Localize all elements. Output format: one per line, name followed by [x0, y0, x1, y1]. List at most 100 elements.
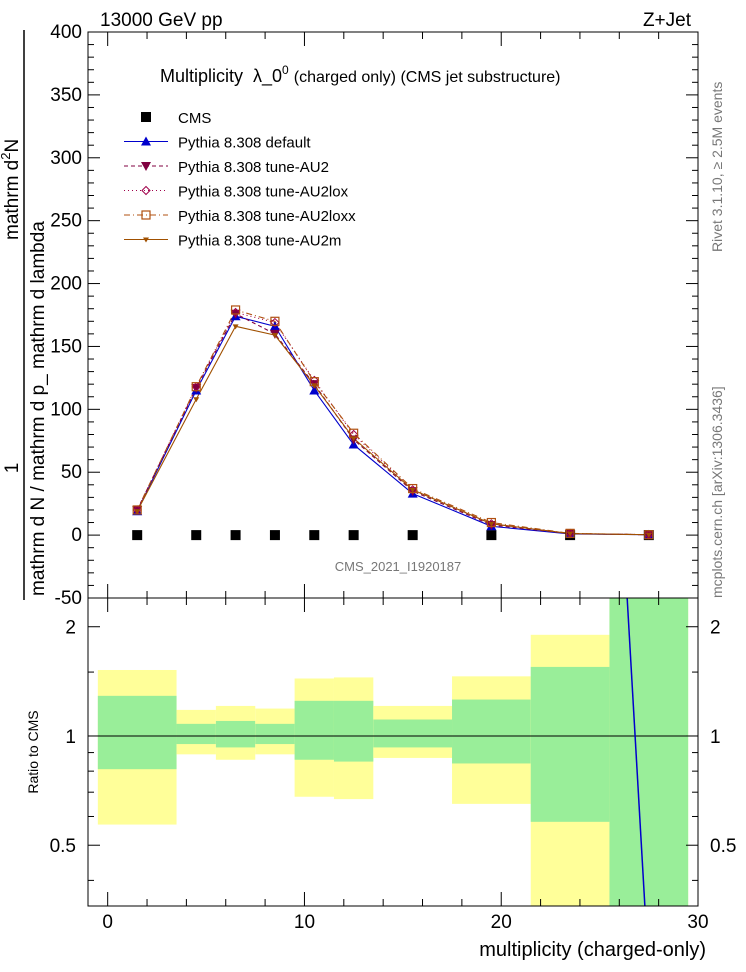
series-line — [136, 312, 649, 536]
series-point — [486, 519, 497, 529]
main-y-tick-label: 200 — [50, 274, 82, 295]
ratio-band-1sigma — [176, 723, 216, 745]
legend-label: Pythia 8.308 default — [178, 135, 311, 152]
y-label-top: mathrm d2N — [0, 139, 23, 240]
series-point — [488, 521, 495, 527]
chart-title-symbol: λ_0 — [253, 66, 282, 87]
ratio-x-ticks: 0 10 20 30 — [102, 598, 709, 933]
chart-title: Multiplicity λ_00 (charged only) (CMS jet … — [160, 63, 561, 87]
series-point — [232, 324, 239, 330]
legend-label: Pythia 8.308 tune-AU2m — [178, 233, 341, 250]
legend-label: Pythia 8.308 tune-AU2 — [178, 159, 329, 176]
data-point — [269, 530, 280, 541]
data-point — [407, 530, 418, 541]
series-point — [193, 397, 200, 403]
legend-marker — [141, 162, 151, 171]
series-point — [350, 436, 357, 442]
legend-label: Pythia 8.308 tune-AU2loxx — [178, 208, 356, 225]
main-y-tick-label: 150 — [50, 336, 82, 357]
data-point — [309, 530, 320, 541]
y-label-top-sup: 2 — [0, 153, 13, 160]
main-panel: -50 0 50 100 150 200 250 300 350 400 Multiplicity… — [0, 22, 699, 609]
analysis-watermark: CMS_2021_I1920187 — [335, 559, 462, 574]
series-point — [407, 485, 418, 495]
ratio-band-1sigma — [294, 700, 334, 760]
rivet-label-prefix: Rivet 3.1.10, — [709, 170, 725, 253]
ratio-y-tick-label-right: 2 — [710, 618, 721, 639]
legend-marker — [141, 210, 151, 220]
y-label-top-main: mathrm d — [2, 160, 23, 240]
ratio-band-1sigma — [609, 598, 689, 906]
series-point — [311, 383, 318, 389]
rivet-label-suffix: ≥ 2.5M events — [709, 82, 725, 170]
main-y-tick-label: 400 — [50, 22, 82, 43]
main-y-ticks: -50 0 50 100 150 200 250 300 350 400 — [50, 22, 698, 609]
header-left: 13000 GeV pp — [100, 10, 223, 31]
ratio-band-1sigma — [255, 723, 295, 745]
ratio-band-1sigma — [333, 700, 374, 762]
main-y-tick-label: 350 — [50, 85, 82, 106]
main-y-tick-label: 0 — [71, 525, 82, 546]
main-y-tick-label: 50 — [61, 462, 82, 483]
legend-label: Pythia 8.308 tune-AU2lox — [178, 184, 349, 201]
legend-label: CMS — [178, 110, 211, 127]
main-y-tick-label: -50 — [55, 588, 82, 609]
main-y-tick-label: 300 — [50, 148, 82, 169]
ratio-steep-line — [626, 597, 646, 907]
ratio-x-tick-label: 0 — [102, 912, 113, 933]
series-line — [136, 325, 649, 536]
series-point — [230, 307, 241, 318]
ratio-band-1sigma — [215, 720, 256, 748]
y-label-denominator: mathrm d N / mathrm d p_ mathrm d lambda — [28, 221, 49, 596]
series-point — [134, 509, 141, 515]
series-point — [191, 382, 201, 392]
ratio-x-tick-label: 10 — [294, 912, 315, 933]
header-right: Z+Jet — [643, 10, 692, 31]
data-point — [191, 530, 202, 541]
series-point — [191, 383, 202, 393]
legend-marker — [141, 136, 151, 146]
y-label-top-suffix: N — [2, 139, 23, 153]
ratio-y-tick-label: 2 — [65, 618, 76, 639]
x-axis-label: multiplicity (charged-only) — [479, 939, 706, 961]
ratio-panel: 0.5 0.5 1 1 2 2 0 10 20 30 Ratio to CMS multipli… — [25, 597, 736, 961]
data-point — [348, 530, 359, 541]
ratio-x-tick-label: 30 — [687, 912, 708, 933]
series-point — [409, 487, 416, 493]
ratio-y-tick-label: 0.5 — [50, 836, 76, 857]
ratio-uncertainty-bands — [97, 598, 689, 906]
main-y-axis-label: 1 mathrm d N / mathrm d p_ mathrm d lamb… — [0, 30, 49, 600]
ratio-y-tick-label-right: 0.5 — [710, 836, 736, 857]
data-point — [486, 530, 497, 541]
ratio-frame — [87, 597, 699, 907]
main-y-tick-label: 100 — [50, 399, 82, 420]
y-label-numerator: 1 — [2, 463, 23, 474]
data-point — [230, 530, 241, 541]
series-point — [644, 530, 654, 540]
series-line — [136, 311, 649, 536]
series-point — [645, 532, 652, 538]
chart-title-sup: 0 — [282, 63, 289, 77]
series-point — [567, 531, 574, 537]
ratio-band-1sigma — [97, 695, 177, 770]
series-point — [270, 317, 280, 328]
series-point — [230, 305, 241, 315]
main-series-markers — [132, 305, 654, 541]
main-y-tick-label: 250 — [50, 211, 82, 232]
ratio-band-1sigma — [373, 719, 453, 748]
legend-marker — [141, 185, 151, 196]
main-x-ticks — [107, 32, 699, 598]
rivet-label: Rivet 3.1.10, ≥ 2.5M events — [709, 82, 725, 252]
series-line — [136, 309, 649, 536]
ratio-y-tick-label: 1 — [65, 727, 76, 748]
legend: CMS Pythia 8.308 default Pythia 8.308 tune… — [124, 110, 356, 250]
series-line — [136, 315, 649, 536]
data-point — [132, 530, 143, 541]
main-series-lines — [136, 309, 649, 536]
chart-title-suffix: (charged only) (CMS jet substructure) — [294, 69, 561, 86]
ratio-y-ticks: 0.5 0.5 1 1 2 2 — [50, 618, 736, 881]
chart-title-main: Multiplicity — [160, 66, 243, 86]
ratio-band-1sigma — [530, 666, 610, 822]
legend-marker — [141, 112, 151, 122]
